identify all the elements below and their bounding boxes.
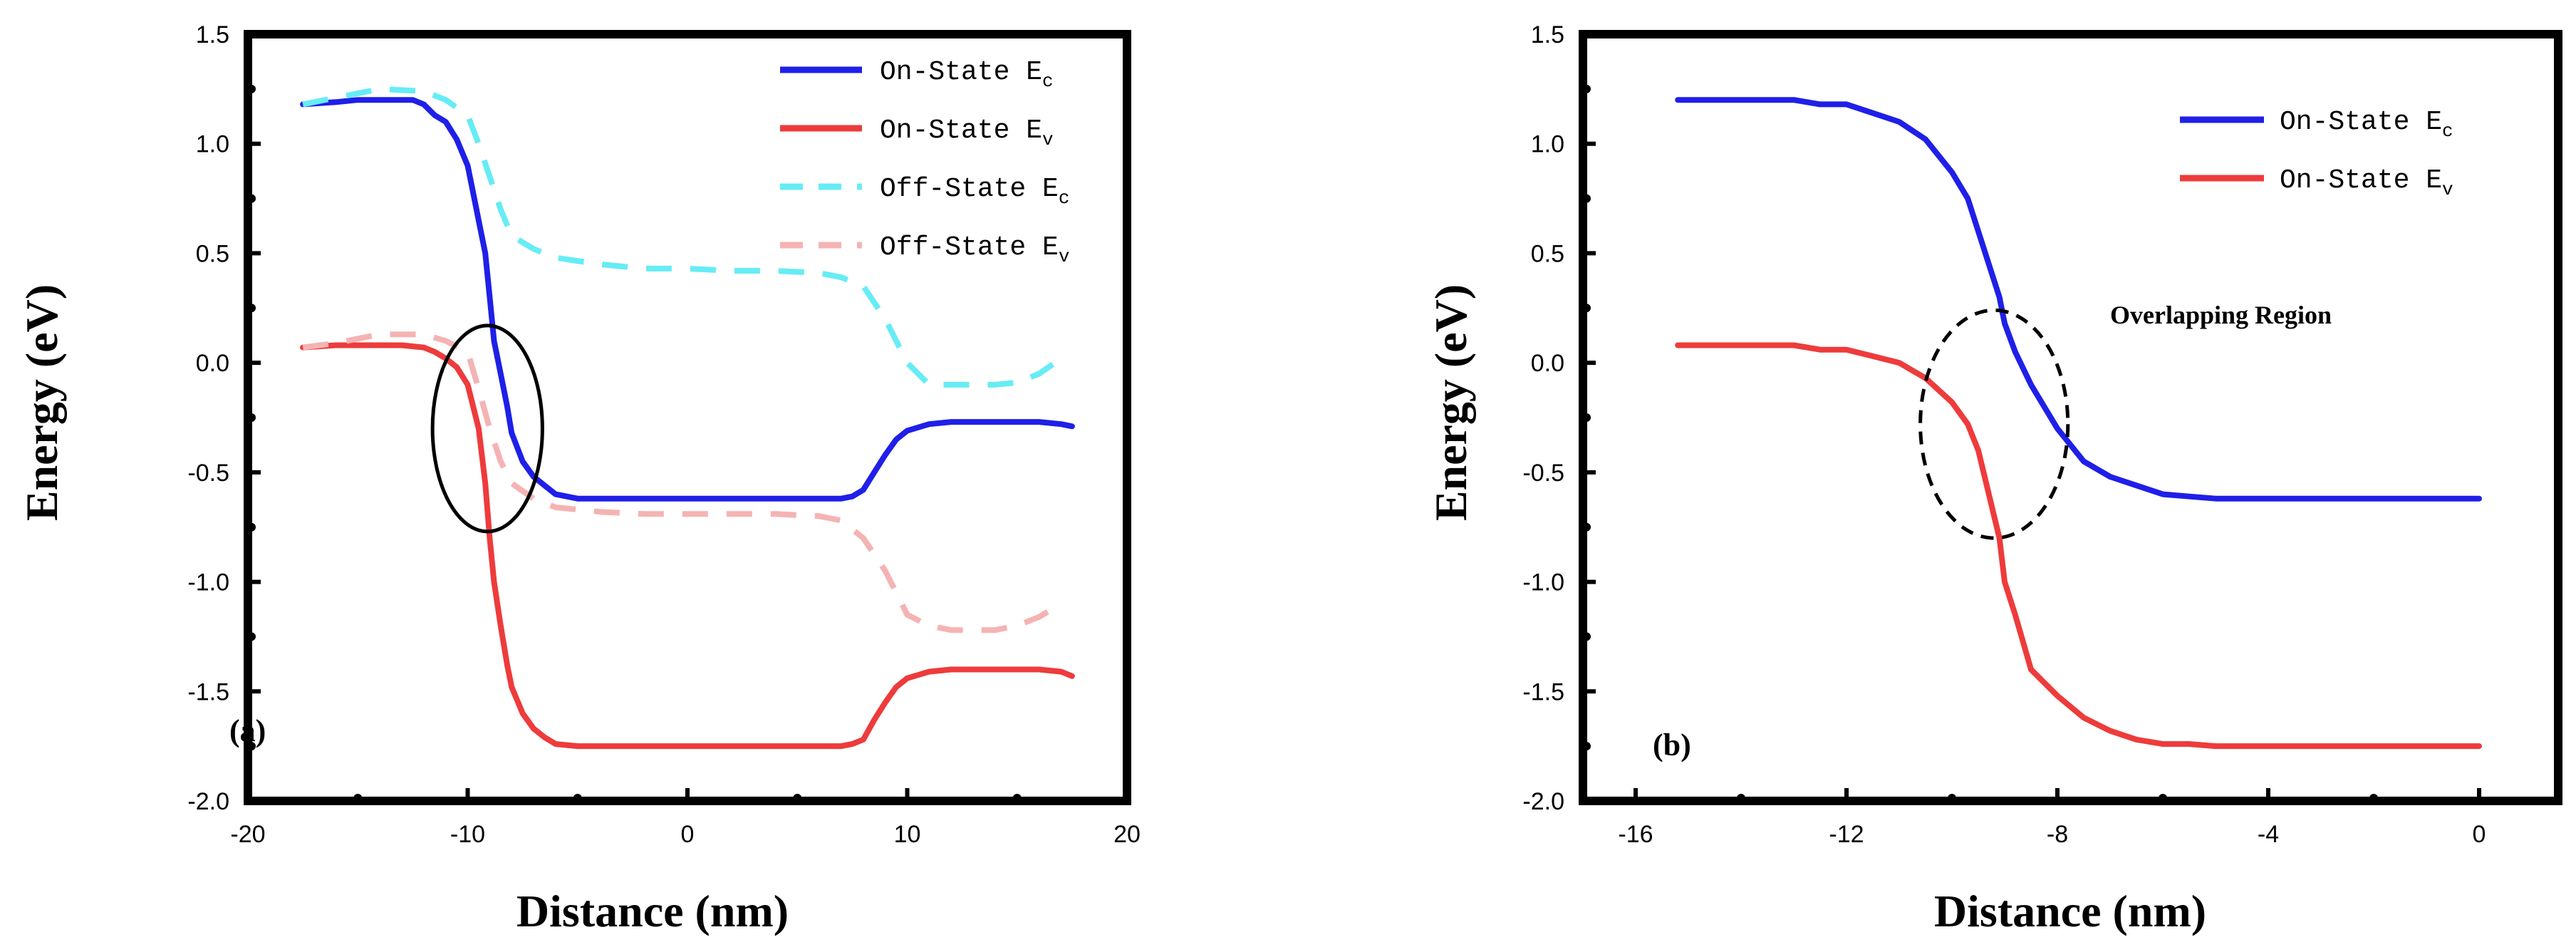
y-tick-label: -2.0	[1522, 788, 1564, 815]
x-tick-label: 0	[681, 821, 695, 848]
legend-label: On-State Ev	[2280, 165, 2453, 200]
overlap-ellipse	[1918, 308, 2070, 540]
x-axis-title-a: Distance (nm)	[516, 886, 789, 936]
x-minor-tick	[1948, 794, 1956, 802]
ticks-a: -20 -10 0 10 20 -2.0 -1.5 -1.0 -0.5 0.0 0.5 1.0 1.5	[187, 21, 1141, 848]
y-minor-tick	[247, 522, 256, 532]
legend-subscript: c	[1042, 71, 1054, 92]
annotations-a	[430, 324, 544, 534]
x-minor-tick	[2369, 794, 2378, 802]
y-tick-label: 0.0	[196, 350, 229, 377]
y-axis-title-b: Energy (eV)	[1425, 284, 1476, 521]
ticks-b: -16 -12 -8 -4 0 -2.0 -1.5 -1.0 -0.5 0.0 0.5 1.0 1.5	[1522, 21, 2486, 848]
x-tick-label: -8	[2047, 821, 2068, 848]
y-tick-label: -1.0	[187, 569, 229, 596]
y-minor-tick	[1582, 522, 1591, 532]
x-minor-tick	[1012, 794, 1022, 802]
y-minor-tick	[247, 194, 256, 203]
y-tick-label: -0.5	[1522, 460, 1564, 487]
y-axis-title-a: Energy (eV)	[16, 284, 67, 521]
legend-label: On-State Ec	[880, 57, 1054, 92]
y-tick-label: -1.5	[187, 678, 229, 705]
series-line	[302, 331, 1063, 633]
y-minor-tick	[1582, 742, 1591, 751]
legend-subscript: c	[2442, 120, 2453, 142]
y-tick-label: 0.0	[1531, 350, 1564, 377]
legend-label: On-State Ev	[880, 115, 1054, 150]
plot-frame-b	[1579, 30, 2562, 805]
plot-frame-a	[244, 30, 1131, 805]
y-minor-tick	[1582, 194, 1591, 203]
series-line	[1675, 342, 2482, 750]
x-tick-label: 10	[894, 821, 921, 848]
x-tick-label: -16	[1618, 821, 1653, 848]
legend-label: Off-State Ev	[880, 232, 1069, 267]
y-tick-label: -1.0	[1522, 569, 1564, 596]
y-minor-tick	[247, 84, 256, 93]
y-minor-tick	[1582, 413, 1591, 422]
legend-label: On-State Ec	[2280, 107, 2453, 142]
y-minor-tick	[247, 413, 256, 422]
y-tick-label: -0.5	[187, 460, 229, 487]
y-minor-tick	[247, 632, 256, 641]
x-minor-tick	[2159, 794, 2167, 802]
y-tick-label: -2.0	[187, 788, 229, 815]
legend-a: On-State Ec On-State Ev Off-State Ec Off-St…	[780, 57, 1069, 267]
y-minor-tick	[1582, 632, 1591, 641]
x-tick-label: 0	[2473, 821, 2486, 848]
legend-subscript: v	[2442, 179, 2453, 200]
x-minor-tick	[573, 794, 582, 802]
y-tick-label: -1.5	[1522, 678, 1564, 705]
panel-label-a: (a)	[229, 713, 266, 748]
panel-label-b: (b)	[1653, 728, 1691, 762]
y-minor-tick	[247, 304, 256, 313]
legend-subscript: c	[1059, 187, 1070, 209]
y-tick-label: 1.5	[1531, 21, 1564, 48]
y-tick-label: 0.5	[196, 240, 229, 267]
x-minor-tick	[353, 794, 363, 802]
series-line	[302, 86, 1063, 388]
legend-label: Off-State Ec	[880, 174, 1069, 209]
y-minor-tick	[1582, 304, 1591, 313]
y-tick-label: 0.5	[1531, 240, 1564, 267]
y-minor-tick	[1582, 84, 1591, 93]
annotations-b: Overlapping Region	[1918, 301, 2332, 540]
series-line	[300, 97, 1075, 502]
x-tick-label: -12	[1829, 821, 1864, 848]
series-line	[1675, 97, 2482, 502]
x-tick-label: -10	[450, 821, 485, 848]
y-tick-label: 1.0	[1531, 131, 1564, 158]
x-tick-label: 20	[1113, 821, 1141, 848]
panel-a: -20 -10 0 10 20-2.0-1.5-1.0-0.50.00.51.01.5 …	[16, 21, 1141, 936]
overlap-ellipse	[430, 324, 544, 534]
y-minor-tick	[247, 742, 256, 751]
series-line	[300, 342, 1075, 750]
legend-subscript: v	[1059, 246, 1070, 267]
y-tick-label: 1.0	[196, 131, 229, 158]
panel-b: -16 -12 -8 -4 0-2.0-1.5-1.0-0.50.00.51.01.5 …	[1425, 21, 2562, 936]
legend-b: On-State Ec On-State Ev	[2180, 107, 2453, 200]
series-a	[300, 86, 1075, 750]
x-minor-tick	[1737, 794, 1745, 802]
legend-subscript: v	[1042, 129, 1054, 150]
annotation-text: Overlapping Region	[2110, 301, 2332, 329]
x-tick-label: -20	[230, 821, 265, 848]
series-b	[1675, 97, 2482, 750]
x-tick-label: -4	[2258, 821, 2279, 848]
y-tick-label: 1.5	[196, 21, 229, 48]
x-minor-tick	[793, 794, 802, 802]
x-axis-title-b: Distance (nm)	[1934, 886, 2206, 936]
